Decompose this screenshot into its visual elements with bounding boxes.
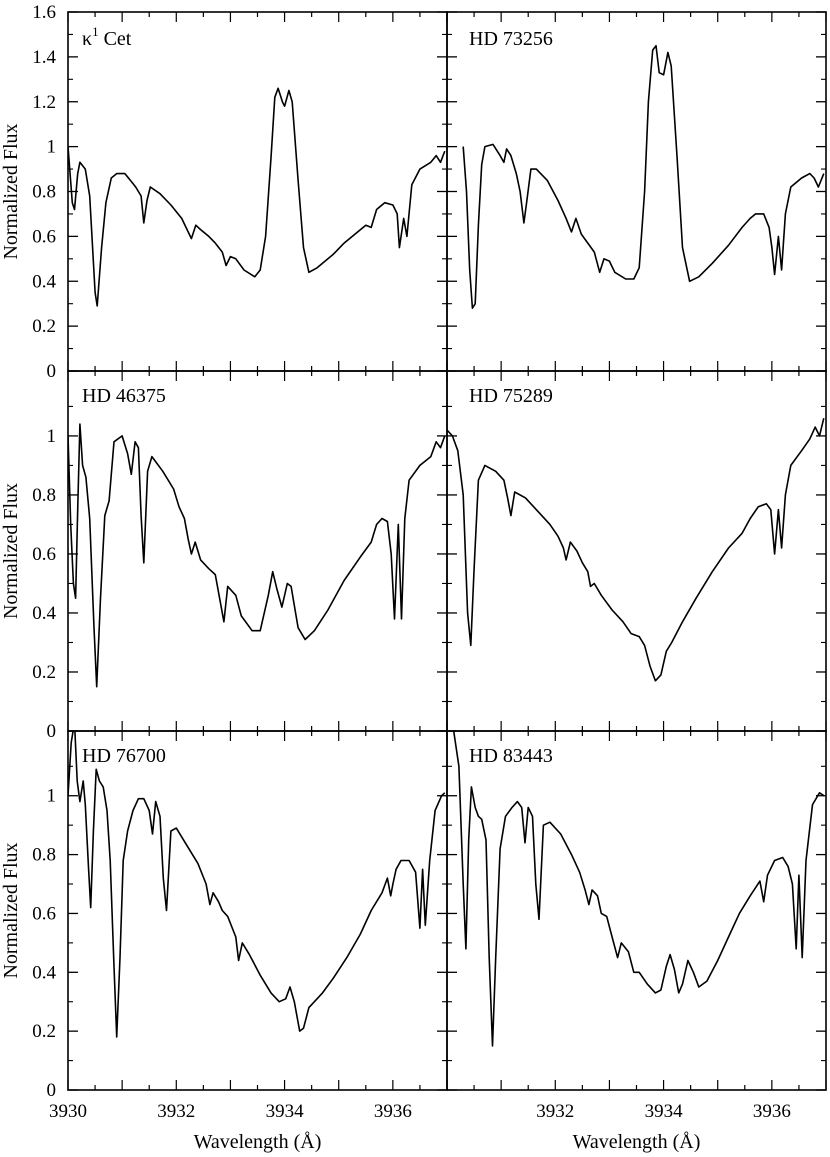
- panel-label-1: κ1 Cet: [82, 24, 132, 50]
- y-axis-title-row-3: Normalized Flux: [0, 842, 22, 978]
- x-axis-title-right: Wavelength (Å): [573, 1131, 701, 1153]
- y-axis-title-row-1: Normalized Flux: [0, 123, 22, 259]
- y-axis-title-row-2: Normalized Flux: [0, 483, 22, 619]
- y-tick-label: 0.2: [32, 662, 56, 683]
- panel-6: HD 83443: [452, 731, 825, 1047]
- spectrum-line-1: [68, 87, 446, 307]
- panel-label-5: HD 76700: [82, 745, 166, 767]
- panel-5: HD 76700: [68, 731, 446, 1038]
- panel-label-rest: Cet: [99, 28, 132, 50]
- y-tick-label: 0.8: [32, 182, 56, 203]
- spectrum-line-5: [68, 731, 446, 1038]
- panel-3: HD 46375: [68, 385, 446, 688]
- panel-label-main: HD 73256: [469, 28, 553, 50]
- x-tick-label: 3930: [49, 1101, 87, 1122]
- y-tick-label: 1: [47, 786, 57, 807]
- panel-2: HD 73256: [462, 28, 825, 309]
- panel-4: HD 75289: [447, 385, 825, 682]
- y-tick-label: 0: [47, 361, 57, 382]
- y-tick-label: 1.4: [32, 47, 56, 68]
- panel-label-main: HD 75289: [469, 385, 553, 407]
- panel-label-main: κ: [82, 28, 92, 50]
- y-tick-label: 1: [47, 137, 57, 158]
- panel-label-superscript: 1: [92, 24, 99, 39]
- panel-label-main: HD 46375: [82, 385, 166, 407]
- y-tick-label: 0.6: [32, 544, 56, 565]
- panel-frame: [67, 11, 448, 372]
- y-tick-label: 0.2: [32, 316, 56, 337]
- y-tick-label: 1: [47, 426, 57, 447]
- y-tick-label: 0.6: [32, 903, 56, 924]
- panel-label-6: HD 83443: [469, 745, 553, 767]
- panel-frame: [446, 11, 827, 372]
- panel-label-4: HD 75289: [469, 385, 553, 407]
- y-tick-label: 0: [47, 1080, 57, 1101]
- panel-label-main: HD 76700: [82, 745, 166, 767]
- panel-label-2: HD 73256: [469, 28, 553, 50]
- spectrum-line-4: [447, 418, 825, 682]
- y-tick-label: 0.8: [32, 845, 56, 866]
- y-tick-label: 0.4: [32, 962, 56, 983]
- y-tick-label: 0: [47, 721, 57, 742]
- axes-layer: 0 0.2 0.4 0.6 0.8 1 1.2 1.4 1.6 0 0.2 0.4 0.6 0.8 1 0 0.…: [32, 2, 827, 1122]
- y-tick-label: 0.6: [32, 226, 56, 247]
- panel-1: κ1 Cet: [68, 24, 446, 307]
- panel-label-main: HD 83443: [469, 745, 553, 767]
- x-tick-label: 3932: [536, 1101, 574, 1122]
- x-tick-label: 3936: [753, 1101, 791, 1122]
- panel-frame: [446, 730, 827, 1091]
- y-tick-label: 0.8: [32, 485, 56, 506]
- panel-label-3: HD 46375: [82, 385, 166, 407]
- panel-frame: [67, 730, 448, 1091]
- spectrum-line-2: [462, 44, 825, 309]
- x-tick-label: 3932: [157, 1101, 195, 1122]
- spectrum-line-3: [68, 423, 446, 688]
- y-tick-label: 0.4: [32, 603, 56, 624]
- panels-layer: κ1 Cet HD 73256 HD 46375 HD 75289 HD 76700 HD…: [68, 24, 825, 1047]
- x-axis-title-left: Wavelength (Å): [194, 1131, 322, 1153]
- y-tick-label: 1.2: [32, 92, 56, 113]
- y-tick-label: 0.2: [32, 1021, 56, 1042]
- x-tick-label: 3936: [374, 1101, 412, 1122]
- x-tick-label: 3934: [266, 1101, 305, 1122]
- x-tick-label: 3934: [645, 1101, 684, 1122]
- y-tick-label: 1.6: [32, 2, 56, 23]
- y-tick-label: 0.4: [32, 271, 56, 292]
- spectrum-line-6: [452, 731, 825, 1047]
- panel-frame: [446, 370, 827, 732]
